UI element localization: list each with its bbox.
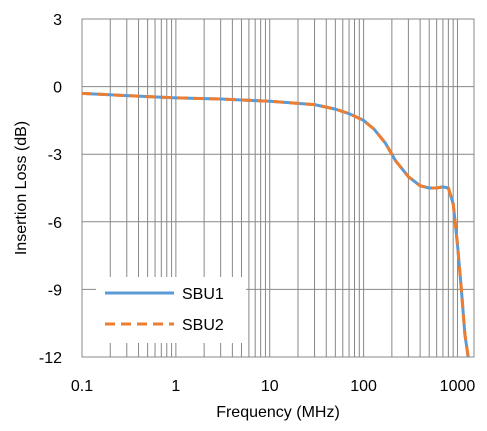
x-tick-label: 1000 bbox=[440, 378, 476, 395]
y-tick-label: -6 bbox=[48, 215, 62, 232]
y-axis-title: Insertion Loss (dB) bbox=[13, 121, 30, 255]
legend-label-sbu1: SBU1 bbox=[182, 286, 224, 303]
y-tick-label: -9 bbox=[48, 282, 62, 299]
x-axis-title: Frequency (MHz) bbox=[216, 404, 340, 421]
data-series bbox=[81, 91, 470, 358]
x-tick-label: 100 bbox=[350, 378, 377, 395]
x-tick-label: 10 bbox=[261, 378, 279, 395]
legend-background bbox=[96, 277, 246, 343]
y-tick-label: -3 bbox=[48, 147, 62, 164]
series-line-sbu2 bbox=[81, 91, 470, 358]
legend-label-sbu2: SBU2 bbox=[182, 317, 224, 334]
tick-labels: 3 0 -3 -6 -9 -12 0.1 1 10 100 1000 bbox=[39, 12, 475, 395]
plot-area-frame bbox=[81, 18, 475, 358]
y-tick-label: -12 bbox=[39, 350, 62, 367]
x-tick-label: 1 bbox=[171, 378, 180, 395]
y-tick-label: 3 bbox=[53, 12, 62, 29]
x-tick-label: 0.1 bbox=[71, 378, 93, 395]
legend: SBU1 SBU2 bbox=[96, 277, 246, 343]
y-tick-label: 0 bbox=[53, 80, 62, 97]
